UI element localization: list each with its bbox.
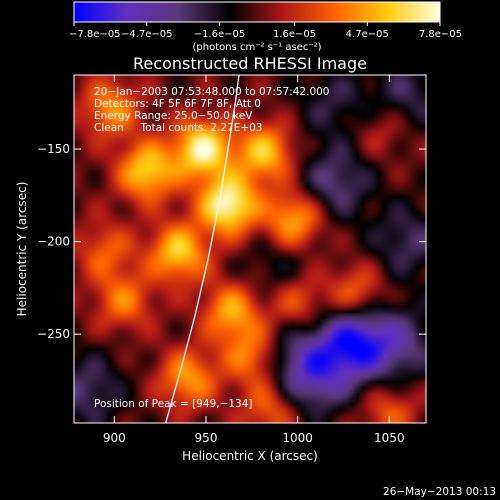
y-axis-label: Heliocentric Y (arcsec) (15, 182, 29, 317)
annotation-energy: Energy Range: 25.0−50.0 keV (94, 110, 253, 122)
heatmap-image (74, 75, 426, 423)
solar-limb-curve (165, 75, 240, 423)
chart-title: Reconstructed RHESSI Image (133, 54, 367, 73)
y-tick-label: −200 (37, 235, 70, 249)
colorbar-tick-label: −4.7e−05 (121, 29, 173, 40)
x-tick-label: 950 (195, 431, 218, 445)
colorbar-tick-label: 1.6e−05 (273, 29, 316, 40)
x-tick-label: 1000 (282, 431, 313, 445)
x-tick-label: 900 (103, 431, 126, 445)
x-axis-label: Heliocentric X (arcsec) (182, 449, 318, 463)
y-tick-label: −250 (37, 327, 70, 341)
plot-frame (73, 74, 427, 424)
annotation-time: 20−Jan−2003 07:53:48.000 to 07:57:42.000 (94, 86, 330, 98)
colorbar-tick-label: −7.8e−05 (69, 29, 121, 40)
annotation-detectors: Detectors: 4F 5F 6F 7F 8F, Att 0 (94, 98, 261, 110)
colorbar-tick-label: 7.8e−05 (419, 29, 462, 40)
y-tick-label: −150 (37, 142, 70, 156)
y-axis-ticks: −150 −200 −250 (37, 142, 426, 341)
colorbar-tick-label: −1.6e−05 (194, 29, 246, 40)
annotation-peak: Position of Peak = [949,−134] (94, 398, 253, 410)
x-axis-ticks: 900 950 1000 1050 (103, 75, 405, 445)
x-tick-label: 1050 (374, 431, 405, 445)
annotation-counts: Clean Total counts: 2.27E+03 (94, 122, 263, 134)
colorbar-units: (photons cm⁻² s⁻¹ asec⁻²) (192, 42, 321, 53)
footer-date: 26−May−2013 00:13 (383, 486, 496, 498)
colorbar-ticks: −7.8e−05 −4.7e−05 −1.6e−05 1.6e−05 4.7e−05 7.… (69, 22, 462, 40)
colorbar-tick-label: 4.7e−05 (346, 29, 389, 40)
colorbar (73, 1, 441, 23)
